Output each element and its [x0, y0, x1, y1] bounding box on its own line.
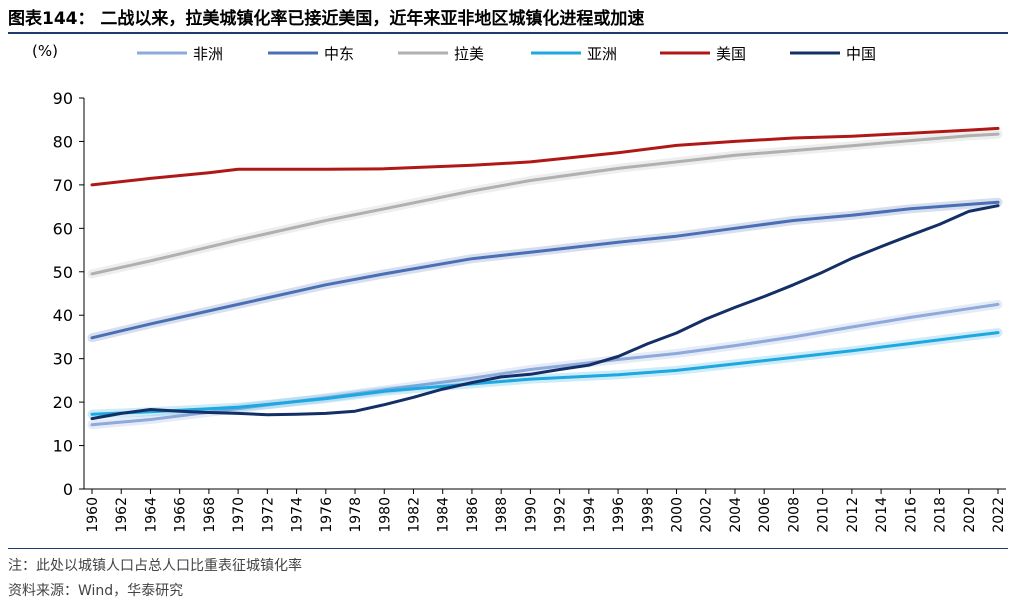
x-tick-label: 1990	[523, 497, 539, 533]
series-line	[90, 204, 1000, 421]
x-tick-label: 2020	[962, 497, 978, 533]
x-tick-label: 1988	[494, 497, 510, 533]
y-tick-label: 20	[53, 393, 73, 412]
x-tick-label: 1976	[319, 497, 335, 533]
series-line	[90, 126, 1000, 187]
legend-label: 中国	[846, 45, 876, 63]
chart-source: 资料来源：Wind，华泰研究	[8, 583, 184, 599]
x-tick-label: 1996	[611, 497, 627, 533]
x-tick-label: 2018	[933, 497, 949, 533]
x-tick-label: 1974	[290, 497, 306, 533]
chart-legend: 非洲 中东 拉美 亚洲 美国 中国	[137, 45, 876, 63]
chart-note: 注：此处以城镇人口占总人口比重表征城镇化率	[8, 558, 302, 574]
x-tick-label: 1986	[465, 497, 481, 533]
x-tick-label: 1984	[436, 497, 452, 533]
x-tick-label: 1982	[406, 497, 422, 533]
x-tick-label: 2008	[786, 497, 802, 533]
series-line	[90, 200, 1000, 340]
x-tick-label: 1980	[377, 497, 393, 533]
x-tick-label: 2006	[757, 497, 773, 533]
y-tick-label: 90	[53, 89, 73, 108]
y-tick-label: 40	[53, 306, 73, 325]
x-tick-label: 2016	[903, 497, 919, 533]
x-tick-label: 2000	[670, 497, 686, 533]
x-tick-label: 2014	[874, 497, 890, 533]
x-tick-label: 2012	[845, 497, 861, 533]
x-tick-label: 1978	[348, 497, 364, 533]
x-tick-label: 1960	[85, 497, 101, 533]
x-tick-label: 1964	[143, 497, 159, 533]
footer-divider	[8, 548, 1008, 549]
y-tick-label: 50	[53, 263, 73, 282]
chart-series-layer	[87, 126, 1003, 430]
x-tick-label: 2002	[699, 497, 715, 533]
x-tick-label: 1970	[231, 497, 247, 533]
y-tick-label: 60	[53, 219, 73, 238]
y-tick-label: 80	[53, 132, 73, 151]
x-tick-label: 2022	[991, 497, 1007, 533]
legend-label: 非洲	[193, 45, 223, 63]
y-axis-label: (%)	[32, 42, 58, 60]
x-tick-label: 1992	[553, 497, 569, 533]
x-tick-label: 1994	[582, 497, 598, 533]
x-tick-label: 1966	[173, 497, 189, 533]
chart-axes: (%) 0 10 20 30 40 50 60 70 80 90 1960 1962 1964 1966 19…	[32, 42, 1007, 533]
title-divider	[8, 32, 1008, 34]
series-line-glow	[87, 328, 1003, 419]
x-tick-label: 1962	[114, 497, 130, 533]
x-tick-label: 2010	[816, 497, 832, 533]
x-tick-label: 1972	[260, 497, 276, 533]
series-line-glow	[87, 197, 1003, 343]
legend-label: 拉美	[454, 45, 484, 63]
y-tick-label: 30	[53, 350, 73, 369]
x-tick-label: 1968	[202, 497, 218, 533]
y-tick-label: 70	[53, 176, 73, 195]
chart-title: 图表144： 二战以来，拉美城镇化率已接近美国，近年来亚非地区城镇化进程或加速	[8, 9, 645, 29]
legend-label: 亚洲	[587, 45, 617, 63]
y-tick-label: 0	[63, 480, 73, 499]
x-tick-label: 2004	[728, 497, 744, 533]
x-tick-label: 1998	[640, 497, 656, 533]
legend-label: 中东	[324, 45, 354, 63]
series-line	[90, 331, 1000, 416]
y-tick-label: 10	[53, 437, 73, 456]
chart-svg: (%) 0 10 20 30 40 50 60 70 80 90 1960 1962 1964 1966 19…	[32, 42, 1007, 533]
series-line	[90, 132, 1000, 276]
legend-label: 美国	[716, 45, 746, 63]
